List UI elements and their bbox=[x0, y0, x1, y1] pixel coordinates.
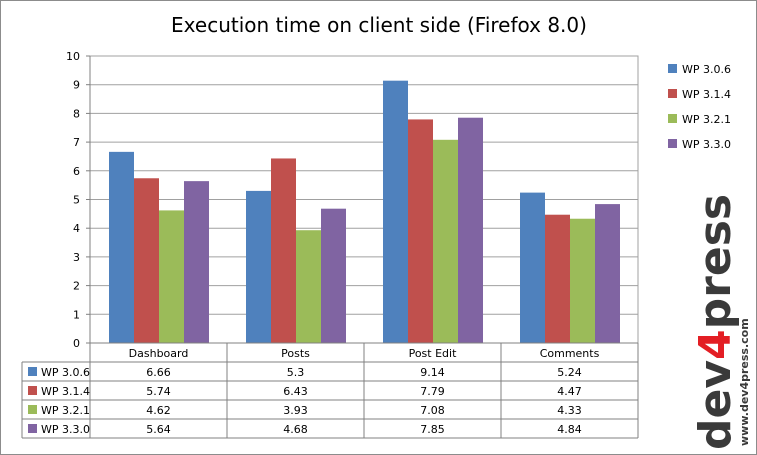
x-tick-label: Comments bbox=[540, 347, 600, 360]
data-label: 4.33 bbox=[557, 404, 582, 417]
bar-comments-2 bbox=[570, 218, 595, 343]
bars bbox=[109, 80, 620, 343]
table-legend-key bbox=[28, 367, 37, 376]
data-label: 5.24 bbox=[557, 366, 582, 379]
bar-post-edit-3 bbox=[458, 117, 483, 343]
data-label: 6.43 bbox=[283, 385, 308, 398]
data-label: 5.3 bbox=[287, 366, 305, 379]
brand-watermark: dev4press www.dev4press.com bbox=[690, 194, 751, 450]
y-tick-label: 1 bbox=[73, 308, 80, 321]
x-tick-label: Dashboard bbox=[129, 347, 189, 360]
table-legend-key bbox=[28, 386, 37, 395]
data-label: 4.84 bbox=[557, 423, 582, 436]
bar-posts-1 bbox=[271, 158, 296, 343]
brand-logo-text: dev4press bbox=[690, 194, 741, 450]
data-label: 4.62 bbox=[146, 404, 171, 417]
data-table: Dashboard Posts Post Edit Comments WP 3.0.6 6… bbox=[21, 342, 639, 439]
x-tick-label: Posts bbox=[281, 347, 310, 360]
bar-dashboard-0 bbox=[109, 151, 134, 343]
data-label: 4.68 bbox=[283, 423, 308, 436]
bar-post-edit-0 bbox=[383, 80, 408, 343]
y-axis: 0 1 2 3 4 5 6 7 8 9 10 bbox=[66, 50, 91, 350]
table-legend-key bbox=[28, 405, 37, 414]
legend-key bbox=[668, 114, 677, 123]
y-tick-label: 10 bbox=[66, 50, 80, 63]
y-tick-label: 2 bbox=[73, 280, 80, 293]
bar-comments-1 bbox=[545, 214, 570, 343]
legend-label: WP 3.3.0 bbox=[682, 138, 731, 151]
data-label: 7.79 bbox=[420, 385, 445, 398]
bar-comments-0 bbox=[520, 192, 545, 343]
data-label: 6.66 bbox=[146, 366, 171, 379]
bar-dashboard-3 bbox=[184, 181, 209, 343]
data-label: 5.64 bbox=[146, 423, 171, 436]
y-tick-label: 5 bbox=[73, 194, 80, 207]
legend-key bbox=[668, 64, 677, 73]
bar-post-edit-2 bbox=[433, 139, 458, 343]
bar-posts-3 bbox=[321, 208, 346, 343]
legend-key bbox=[668, 139, 677, 148]
legend-label: WP 3.1.4 bbox=[682, 88, 731, 101]
data-label: 4.47 bbox=[557, 385, 582, 398]
y-tick-label: 6 bbox=[73, 165, 80, 178]
table-series-label: WP 3.3.0 bbox=[41, 423, 90, 436]
data-label: 7.85 bbox=[420, 423, 445, 436]
bar-dashboard-1 bbox=[134, 178, 159, 343]
chart-title: Execution time on client side (Firefox 8… bbox=[171, 13, 587, 37]
y-tick-label: 7 bbox=[73, 136, 80, 149]
bar-post-edit-1 bbox=[408, 119, 433, 343]
brand-url: www.dev4press.com bbox=[738, 318, 751, 446]
table-series-label: WP 3.0.6 bbox=[41, 366, 90, 379]
table-legend-key bbox=[28, 424, 37, 433]
x-tick-label: Post Edit bbox=[409, 347, 458, 360]
y-tick-label: 9 bbox=[73, 79, 80, 92]
data-label: 3.93 bbox=[283, 404, 308, 417]
y-tick-label: 8 bbox=[73, 107, 80, 120]
bar-comments-3 bbox=[595, 204, 620, 343]
legend-key bbox=[668, 89, 677, 98]
table-series-label: WP 3.1.4 bbox=[41, 385, 90, 398]
legend: WP 3.0.6 WP 3.1.4 WP 3.2.1 WP 3.3.0 bbox=[668, 63, 731, 151]
table-series-label: WP 3.2.1 bbox=[41, 404, 90, 417]
bar-posts-2 bbox=[296, 230, 321, 343]
data-label: 5.74 bbox=[146, 385, 171, 398]
legend-label: WP 3.0.6 bbox=[682, 63, 731, 76]
legend-label: WP 3.2.1 bbox=[682, 113, 731, 126]
y-tick-label: 4 bbox=[73, 222, 80, 235]
bar-dashboard-2 bbox=[159, 210, 184, 343]
data-label: 9.14 bbox=[420, 366, 445, 379]
data-label: 7.08 bbox=[420, 404, 445, 417]
y-tick-label: 0 bbox=[73, 337, 80, 350]
y-tick-label: 3 bbox=[73, 251, 80, 264]
bar-posts-0 bbox=[246, 190, 271, 343]
